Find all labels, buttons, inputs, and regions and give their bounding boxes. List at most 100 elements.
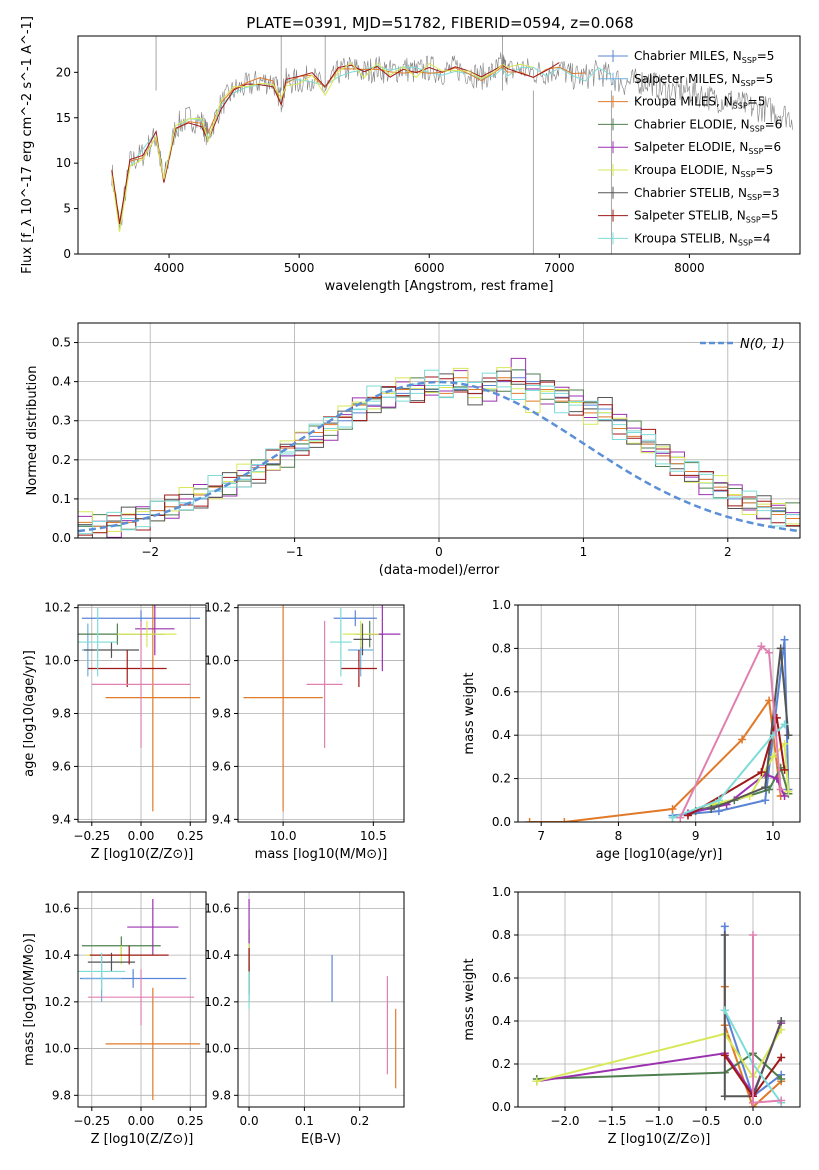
plot-area xyxy=(525,635,793,822)
x-tick-label: 0.1 xyxy=(295,1114,314,1128)
legend-label: Kroupa MILES, NSSP=5 xyxy=(634,95,765,111)
y-tick-label: 10.2 xyxy=(44,995,71,1009)
weight-marker xyxy=(765,648,774,657)
weight-marker xyxy=(757,642,766,651)
axes-frame xyxy=(77,604,207,823)
weight-marker xyxy=(720,1006,729,1015)
normal-legend-label: N(0, 1) xyxy=(740,337,785,352)
weight-marker xyxy=(777,1096,786,1105)
y-tick-label: 5 xyxy=(63,202,71,216)
x-tick-label: 0.00 xyxy=(128,829,155,843)
legend-subscript: SSP xyxy=(741,170,756,179)
x-tick-label: 2 xyxy=(724,545,732,559)
x-tick-label: −0.5 xyxy=(691,1114,720,1128)
panel-spectrum: 4000 5000 6000 7000 8000 0 5 10 15 20 wavelength [… xyxy=(20,16,801,294)
plot-area xyxy=(532,922,786,1107)
weight-marker xyxy=(777,1017,786,1025)
legend-subscript: SSP xyxy=(750,124,765,133)
panel-age-vs-Z: −0.25 0.00 0.25 9.4 9.6 9.8 10.0 10.2 Z [log10(Z… xyxy=(22,601,207,862)
x-tick-label: 10 xyxy=(765,829,780,843)
weight-marker xyxy=(780,720,789,729)
x-tick-label: 5000 xyxy=(284,261,315,275)
y-tick-label: 0.4 xyxy=(492,728,511,742)
weight-marker xyxy=(714,807,723,816)
weight-marker xyxy=(776,644,785,653)
weight-line xyxy=(536,1052,782,1080)
legend-suffix: =5 xyxy=(757,49,775,63)
x-tick-label: 7000 xyxy=(544,261,575,275)
y-tick-label: 9.4 xyxy=(212,812,231,826)
x-tick-label: 9 xyxy=(692,829,700,843)
weight-marker xyxy=(784,787,793,796)
legend-label: Kroupa STELIB, NSSP=4 xyxy=(634,231,771,247)
x-tick-label: 0.00 xyxy=(128,1114,155,1128)
y-tick-label: 1.0 xyxy=(492,885,511,899)
weight-marker xyxy=(749,931,757,939)
weight-line xyxy=(679,644,782,819)
legend-label: Kroupa ELODIE, NSSP=5 xyxy=(634,163,773,179)
figure-title: PLATE=0391, MJD=51782, FIBERID=0594, z=0… xyxy=(246,14,633,32)
x-tick-label: 10.5 xyxy=(360,829,387,843)
x-axis-label: wavelength [Angstrom, rest frame] xyxy=(325,279,554,294)
weight-marker xyxy=(749,1098,757,1107)
weight-marker xyxy=(780,739,789,748)
y-tick-label: 1.0 xyxy=(492,598,511,612)
x-tick-label: 0.25 xyxy=(177,829,204,843)
plot-area xyxy=(78,357,800,538)
weight-marker xyxy=(780,635,789,644)
y-axis-label: mass [log10(M/M⊙)] xyxy=(22,933,37,1066)
y-tick-label: 9.6 xyxy=(212,759,231,773)
y-tick-label: 10.0 xyxy=(204,1042,231,1056)
x-tick-label: −1.5 xyxy=(597,1114,626,1128)
legend-suffix: =6 xyxy=(763,140,781,154)
weight-marker xyxy=(780,765,789,774)
weight-marker xyxy=(720,1051,729,1060)
x-tick-label: −1 xyxy=(286,545,304,559)
spectrum-legend: Chabrier MILES, NSSP=5 Salpeter MILES, NS… xyxy=(598,49,782,247)
y-axis-label: age [log10(age/yr)] xyxy=(22,650,37,777)
legend-suffix: =5 xyxy=(756,72,774,86)
panel-mass-vs-Z: −0.25 0.00 0.25 9.8 10.0 10.2 10.4 10.6 Z [log10… xyxy=(22,891,207,1147)
weight-marker xyxy=(777,1075,786,1084)
y-tick-label: 0.4 xyxy=(492,1014,511,1028)
weight-marker xyxy=(714,796,723,805)
y-tick-label: 0.8 xyxy=(492,928,511,942)
y-tick-label: 10.0 xyxy=(44,654,71,668)
normal-curve xyxy=(78,380,800,533)
x-axis-label: Z [log10(Z/Z⊙)] xyxy=(91,847,194,862)
y-axis-label: Flux [f_λ 10^-17 erg cm^-2 s^-1 A^-1] xyxy=(20,16,35,274)
legend-subscript: SSP xyxy=(738,238,753,247)
y-tick-label: 10.0 xyxy=(204,654,231,668)
y-tick-label: 15 xyxy=(56,111,71,125)
y-tick-label: 10.2 xyxy=(204,601,231,615)
y-tick-label: 0.0 xyxy=(52,531,71,545)
weight-line xyxy=(529,697,782,822)
weight-marker xyxy=(525,818,534,822)
legend-subscript: SSP xyxy=(742,56,757,65)
y-tick-label: 0.2 xyxy=(492,1057,511,1071)
y-tick-label: 9.8 xyxy=(52,1088,71,1102)
weight-marker xyxy=(761,783,770,792)
legend-label: Salpeter MILES, NSSP=5 xyxy=(634,72,773,88)
x-tick-label: 8000 xyxy=(674,261,705,275)
axes-frame xyxy=(77,891,207,1108)
y-tick-label: 10.2 xyxy=(204,995,231,1009)
x-tick-label: 0 xyxy=(435,545,443,559)
x-tick-label: 0.0 xyxy=(240,1114,259,1128)
y-tick-label: 9.8 xyxy=(212,707,231,721)
y-axis-label: mass weight xyxy=(462,958,477,1040)
panel-weight-vs-age: 7 8 9 10 0.0 0.2 0.4 0.6 0.8 1.0 age [log10(age/yr… xyxy=(462,598,801,862)
x-tick-label: 10.0 xyxy=(270,829,297,843)
legend-subscript: SSP xyxy=(733,102,748,111)
y-axis-label: Normed distribution xyxy=(25,366,40,496)
weight-line xyxy=(723,935,783,1098)
y-tick-label: 10 xyxy=(56,156,71,170)
weight-marker xyxy=(707,804,716,813)
y-tick-label: 0.2 xyxy=(52,453,71,467)
plot-area xyxy=(111,36,793,254)
weight-marker xyxy=(780,791,789,800)
legend-suffix: =6 xyxy=(765,117,783,131)
y-tick-label: 0 xyxy=(63,247,71,261)
y-tick-label: 9.8 xyxy=(212,1088,231,1102)
legend-label: Salpeter STELIB, NSSP=5 xyxy=(634,209,778,225)
